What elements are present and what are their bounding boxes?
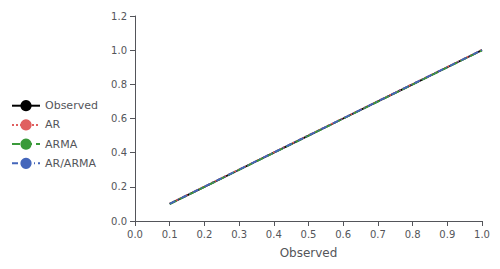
svg-text:0.1: 0.1 [162, 229, 178, 240]
svg-text:0.8: 0.8 [111, 79, 127, 90]
svg-text:0.8: 0.8 [405, 229, 421, 240]
svg-text:0.0: 0.0 [111, 216, 127, 227]
svg-text:0.2: 0.2 [196, 229, 212, 240]
svg-text:0.0: 0.0 [127, 229, 143, 240]
svg-text:AR: AR [45, 118, 61, 131]
svg-text:Observed: Observed [280, 246, 338, 260]
svg-text:0.9: 0.9 [439, 229, 455, 240]
svg-text:0.2: 0.2 [111, 181, 127, 192]
svg-text:1.2: 1.2 [111, 11, 127, 22]
svg-text:0.5: 0.5 [301, 229, 317, 240]
svg-text:0.6: 0.6 [111, 113, 127, 124]
svg-text:ARMA: ARMA [45, 138, 78, 151]
svg-text:Observed: Observed [45, 99, 98, 112]
svg-text:1.0: 1.0 [474, 229, 490, 240]
svg-text:0.4: 0.4 [266, 229, 282, 240]
svg-text:0.3: 0.3 [231, 229, 247, 240]
svg-text:AR/ARMA: AR/ARMA [45, 157, 97, 170]
svg-text:0.6: 0.6 [335, 229, 351, 240]
svg-text:1.0: 1.0 [111, 45, 127, 56]
svg-text:0.4: 0.4 [111, 147, 127, 158]
svg-text:0.7: 0.7 [370, 229, 386, 240]
